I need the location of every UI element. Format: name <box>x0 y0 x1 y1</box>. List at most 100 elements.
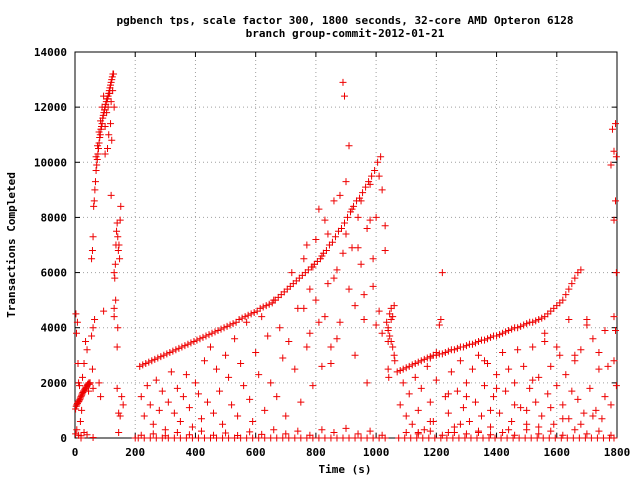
data-point <box>104 145 112 152</box>
data-point <box>115 241 123 249</box>
data-point <box>152 434 160 442</box>
data-point <box>390 351 398 359</box>
data-point <box>526 384 534 392</box>
data-point <box>110 313 118 321</box>
data-point <box>450 428 458 436</box>
data-point <box>545 434 553 442</box>
data-point <box>116 255 124 263</box>
data-point <box>420 355 428 363</box>
data-point <box>149 420 157 428</box>
data-point <box>117 202 125 210</box>
data-point <box>336 191 344 199</box>
data-point <box>402 364 410 372</box>
data-point <box>508 417 516 425</box>
data-point <box>137 393 145 401</box>
data-point <box>393 368 401 376</box>
data-point <box>321 216 329 224</box>
data-point <box>202 332 210 340</box>
data-point <box>604 362 612 370</box>
chart-title-line2: branch group-commit-2012-01-21 <box>246 27 445 40</box>
data-point <box>166 349 174 357</box>
data-point <box>83 431 91 439</box>
data-point <box>461 434 469 442</box>
data-point <box>383 318 391 326</box>
data-point <box>111 260 119 268</box>
data-point <box>220 324 228 332</box>
data-point <box>98 103 106 111</box>
data-point <box>357 260 365 268</box>
data-point <box>255 371 263 379</box>
data-point <box>385 373 393 381</box>
data-point <box>169 347 177 355</box>
data-point <box>339 434 347 442</box>
data-point <box>291 434 299 442</box>
data-point <box>312 235 320 243</box>
data-point <box>85 380 93 388</box>
data-point <box>321 434 329 442</box>
data-point <box>175 344 183 352</box>
data-point <box>249 417 257 425</box>
data-point <box>152 376 160 384</box>
y-axis-label: Transactions Completed <box>5 172 18 318</box>
data-point <box>149 430 157 438</box>
data-point <box>438 269 446 277</box>
data-point <box>384 365 392 373</box>
data-point <box>459 343 467 351</box>
data-point <box>78 406 86 414</box>
data-point <box>110 103 118 111</box>
data-point <box>172 346 180 354</box>
axis-ticks: 0 200 400 600 800 1000 1200 1400 1600 1800 0 2000 40… <box>34 46 630 459</box>
data-point <box>97 117 105 125</box>
data-point <box>387 338 395 345</box>
data-point <box>541 338 549 345</box>
data-point <box>505 365 513 373</box>
data-point <box>571 426 579 434</box>
data-point <box>228 401 236 409</box>
data-point <box>592 406 600 414</box>
data-point <box>170 434 178 442</box>
data-point <box>389 343 397 351</box>
data-point <box>339 78 347 86</box>
data-point <box>372 213 380 221</box>
data-point <box>493 371 501 379</box>
data-point <box>294 427 302 435</box>
data-point <box>235 315 243 323</box>
data-point <box>77 434 85 442</box>
data-point <box>363 434 371 442</box>
data-point <box>342 178 350 186</box>
data-point <box>468 365 476 373</box>
data-point <box>79 373 87 381</box>
data-point <box>291 365 299 373</box>
data-point <box>88 247 96 255</box>
data-point <box>89 324 97 332</box>
data-point <box>608 125 616 133</box>
data-point <box>607 431 615 439</box>
data-point <box>187 339 195 347</box>
data-point <box>279 434 287 442</box>
data-point <box>318 426 326 434</box>
data-point <box>225 434 233 442</box>
data-point <box>459 404 467 412</box>
data-point <box>328 238 336 246</box>
data-point <box>333 266 341 274</box>
data-point <box>487 431 495 439</box>
data-point <box>188 423 196 431</box>
data-point <box>565 315 573 323</box>
data-point <box>569 434 577 442</box>
data-point <box>377 153 385 161</box>
data-point <box>553 382 561 390</box>
data-point <box>511 431 519 439</box>
data-point <box>116 412 124 420</box>
data-point <box>559 401 567 409</box>
data-point <box>529 343 537 351</box>
data-point <box>381 222 389 230</box>
data-point <box>390 302 398 310</box>
data-point <box>321 313 329 321</box>
data-point <box>610 216 618 224</box>
data-point <box>234 432 242 440</box>
data-point <box>411 373 419 381</box>
data-point <box>407 434 415 442</box>
data-point <box>565 285 573 293</box>
data-point <box>207 343 214 351</box>
data-point <box>167 368 175 376</box>
